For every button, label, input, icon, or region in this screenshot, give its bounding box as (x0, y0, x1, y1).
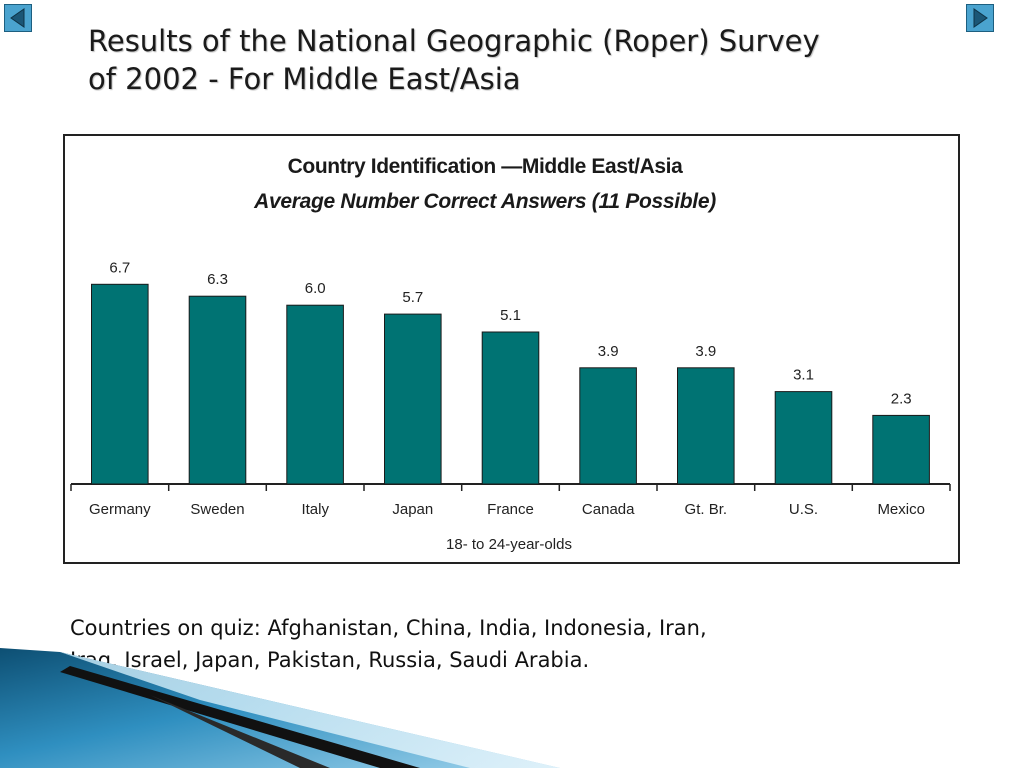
caption-line-1: Countries on quiz: Afghanistan, China, I… (70, 616, 707, 640)
data-label: 3.9 (598, 343, 619, 360)
data-label: 3.9 (695, 343, 716, 360)
data-label: 6.3 (207, 271, 228, 288)
category-label: France (487, 501, 534, 518)
bar-chart: Country Identification —Middle East/Asia… (63, 134, 960, 564)
bar-italy (286, 304, 344, 485)
bar-mexico (872, 414, 930, 485)
category-label: U.S. (789, 501, 818, 518)
triangle-left-icon (10, 8, 25, 28)
slide-title: Results of the National Geographic (Rope… (88, 22, 968, 98)
quiz-countries-caption: Countries on quiz: Afghanistan, China, I… (70, 612, 950, 676)
data-label: 5.7 (402, 289, 423, 306)
data-label: 3.1 (793, 367, 814, 384)
bar-canada (579, 367, 637, 485)
data-label: 2.3 (891, 390, 912, 407)
category-label: Sweden (190, 501, 244, 518)
chart-title: Country Identification —Middle East/Asia (288, 155, 683, 178)
category-label: Gt. Br. (685, 501, 728, 518)
previous-slide-button[interactable] (4, 4, 32, 32)
bar-gt-br (677, 367, 735, 485)
slide-title-line-1: Results of the National Geographic (Rope… (88, 24, 820, 58)
data-label: 6.0 (305, 280, 326, 297)
bar-japan (384, 313, 442, 485)
slide-title-line-2: of 2002 - For Middle East/Asia (88, 62, 521, 96)
category-label: Canada (582, 501, 635, 518)
x-axis-label: 18- to 24-year-olds (446, 536, 572, 553)
caption-line-2: Iraq, Israel, Japan, Pakistan, Russia, S… (70, 648, 590, 672)
category-label: Germany (89, 501, 151, 518)
bar-france (481, 331, 540, 485)
category-label: Japan (392, 501, 433, 518)
bar-u-s (774, 391, 833, 485)
next-slide-button[interactable] (966, 4, 994, 32)
bar-sweden (188, 295, 247, 485)
chart-subtitle: Average Number Correct Answers (11 Possi… (253, 190, 716, 213)
category-label: Italy (301, 501, 329, 518)
bar-germany (91, 283, 149, 485)
data-label: 5.1 (500, 307, 521, 324)
chart-canvas: Country Identification —Middle East/Asia… (70, 155, 951, 553)
triangle-right-icon (973, 8, 988, 28)
data-label: 6.7 (109, 259, 130, 276)
category-label: Mexico (877, 501, 925, 518)
